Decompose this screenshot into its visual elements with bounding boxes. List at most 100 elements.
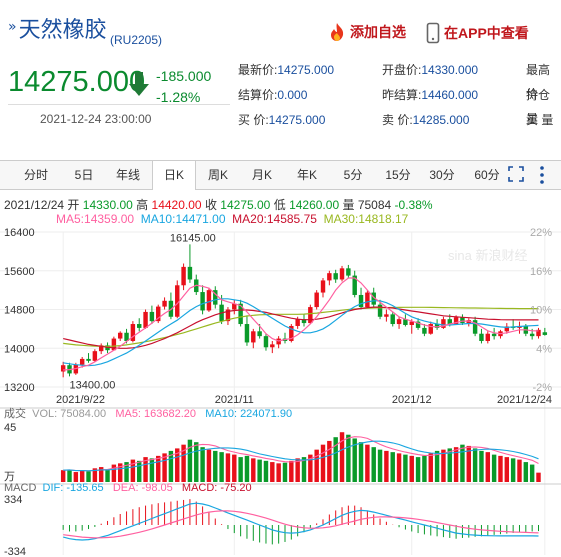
volume-bar: [390, 452, 395, 482]
candle-body: [542, 332, 548, 335]
tab-intraday[interactable]: 分时: [23, 168, 48, 182]
volume-bar: [434, 450, 440, 482]
price-tick-label: 14800: [4, 305, 35, 317]
quote-field-bid: 买 价:14275.000: [238, 113, 326, 127]
add-watch-button[interactable]: 添加自选: [328, 22, 406, 42]
volume-bar: [270, 462, 275, 482]
volume-bar: [308, 454, 313, 482]
candle-body: [365, 292, 370, 308]
ma-info: MA5:14359.00 MA10:14471.00 MA20:14585.75…: [56, 212, 409, 226]
volume-bar: [213, 450, 218, 482]
candle-body: [504, 326, 510, 332]
volume-ma10-line: [63, 440, 539, 472]
more-vertical-icon[interactable]: [538, 165, 546, 185]
ma30-line: [63, 306, 539, 347]
tab-weekly-k[interactable]: 周K: [207, 168, 228, 182]
volume-bar: [301, 457, 307, 482]
volume-bar: [314, 449, 319, 482]
volume-bar: [485, 452, 491, 482]
down-arrow-icon: [129, 72, 149, 96]
volume-bar: [219, 452, 224, 482]
tab-5day[interactable]: 5日: [74, 168, 94, 182]
ma20-line: [63, 306, 539, 349]
candle-body: [314, 292, 319, 308]
volume-bar: [479, 450, 484, 482]
volume-bar: [187, 439, 193, 482]
divider: [8, 104, 230, 105]
candle-body: [117, 332, 123, 339]
candle-body: [396, 319, 402, 325]
date-tick-label: 2021/12/24: [497, 394, 552, 406]
candle-body: [441, 319, 446, 328]
tab-5min[interactable]: 5分: [343, 168, 363, 182]
tab-daily-k[interactable]: 日K: [152, 161, 196, 190]
volume-bar: [194, 442, 199, 482]
volume-bar: [536, 472, 541, 482]
price-tick-label: 14000: [4, 343, 35, 355]
candle-body: [232, 303, 237, 310]
volume-bar: [149, 458, 155, 482]
quote-field-high: 最高价: [526, 63, 551, 101]
candle-body: [434, 324, 440, 328]
tab-60min[interactable]: 60分: [474, 168, 500, 182]
pct-tick-label: 4%: [536, 343, 552, 355]
pct-tick-label: 16%: [530, 266, 552, 278]
volume-bar: [523, 462, 529, 482]
tab-yearline[interactable]: 年线: [115, 168, 140, 182]
volume-bar: [175, 448, 180, 482]
candle-body: [92, 351, 98, 361]
price-change: -185.000 -1.28%: [156, 66, 211, 108]
tab-yearly-k[interactable]: 年K: [296, 168, 317, 182]
volume-bar: [111, 464, 117, 482]
volume-bar: [346, 434, 351, 482]
candle-body: [308, 307, 313, 324]
candle-body: [98, 345, 104, 352]
candle-body: [529, 333, 535, 337]
change-percent: -1.28%: [156, 89, 201, 105]
volume-bar: [137, 460, 142, 482]
macd-info: MACD DIF: -135.65 DEA: -98.05 MACD: -75.…: [4, 482, 252, 494]
fullscreen-icon[interactable]: [508, 166, 524, 182]
candle-body: [225, 309, 231, 322]
volume-bar: [86, 471, 91, 482]
price-tick-label: 16400: [4, 227, 35, 239]
volume-bar: [409, 455, 414, 482]
volume-bar: [365, 444, 370, 482]
volume-bar: [422, 455, 427, 482]
volume-bar: [105, 469, 110, 482]
candle-body: [384, 314, 389, 317]
quote-field-open: 开盘价:14330.000: [382, 63, 479, 77]
volume-bar: [460, 444, 465, 482]
candle-body: [428, 324, 433, 334]
kline-chart[interactable]: sina 新浪财经 16400 15600 14800 14000 13200 22% 16…: [0, 222, 561, 557]
volume-bar: [73, 472, 79, 482]
phone-icon: [426, 22, 440, 44]
candle-body: [409, 321, 414, 325]
view-in-app-button[interactable]: 在APP中查看: [426, 22, 529, 44]
quote-field-prev-settle: 昨结算:14460.000: [382, 88, 479, 102]
instrument-code: (RU2205): [110, 33, 163, 47]
candle-body: [86, 358, 91, 361]
tab-30min[interactable]: 30分: [429, 168, 455, 182]
volume-info: 成交 VOL: 75084.00 MA5: 163682.20 MA10: 22…: [4, 408, 293, 420]
candle-body: [460, 317, 465, 324]
tab-monthly-k[interactable]: 月K: [251, 168, 272, 182]
volume-bar: [447, 448, 452, 482]
candle-body: [175, 285, 180, 317]
volume-bar: [162, 453, 167, 482]
candle-body: [270, 344, 275, 348]
volume-bar: [282, 462, 288, 482]
volume-bar: [441, 449, 446, 482]
volume-unit-label: 万: [4, 471, 15, 483]
double-chevron-icon: »: [8, 19, 17, 35]
candle-body: [213, 290, 218, 305]
change-value: -185.000: [156, 68, 212, 84]
volume-bar: [403, 454, 408, 482]
volume-bar: [251, 458, 256, 482]
pct-tick-label: 10%: [530, 305, 552, 317]
volume-bar: [60, 470, 66, 482]
volume-bar: [225, 453, 231, 482]
tab-15min[interactable]: 15分: [385, 168, 411, 182]
macd-tick-label: 334: [4, 494, 22, 506]
volume-bar: [384, 450, 389, 482]
